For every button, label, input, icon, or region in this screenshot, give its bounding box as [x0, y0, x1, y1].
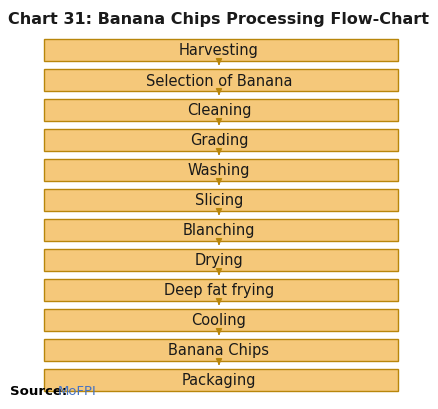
Bar [44, 220, 398, 241]
Text: Selection of Banana: Selection of Banana [146, 73, 292, 88]
Text: Chart 31: Banana Chips Processing Flow-Chart: Chart 31: Banana Chips Processing Flow-C… [8, 12, 430, 27]
Bar [44, 70, 398, 92]
Bar [44, 279, 398, 301]
Bar [44, 40, 398, 62]
Bar [44, 130, 398, 152]
Bar [44, 100, 398, 122]
Bar [44, 309, 398, 331]
Text: Cleaning: Cleaning [187, 103, 251, 118]
Text: Slicing: Slicing [195, 193, 243, 208]
Bar [44, 160, 398, 182]
Text: Cooling: Cooling [191, 313, 247, 328]
Text: Source:: Source: [10, 384, 67, 397]
Text: Harvesting: Harvesting [179, 43, 259, 58]
Text: Deep fat frying: Deep fat frying [164, 283, 274, 298]
Text: Drying: Drying [194, 253, 244, 268]
Text: Banana Chips: Banana Chips [169, 343, 269, 357]
Text: Grading: Grading [190, 133, 248, 148]
Text: MoFPI: MoFPI [58, 384, 97, 397]
Text: Washing: Washing [188, 163, 250, 178]
Bar [44, 339, 398, 361]
Text: Blanching: Blanching [183, 223, 255, 238]
Text: Packaging: Packaging [182, 373, 256, 388]
Bar [44, 249, 398, 271]
Bar [44, 369, 398, 391]
Bar [44, 189, 398, 211]
